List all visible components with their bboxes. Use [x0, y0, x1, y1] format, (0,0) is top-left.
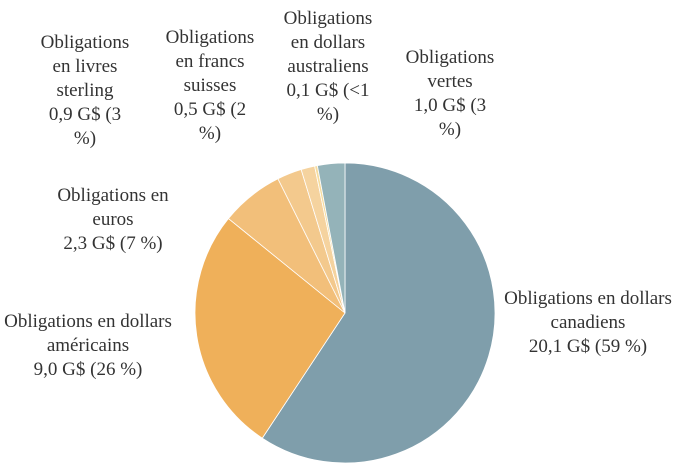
slice-label: Obligations en francs suisses 0,5 G$ (2 %…	[163, 26, 257, 146]
category-label: Obligations en livres sterling	[40, 32, 130, 101]
value-label: 20,1 G$ (59 %)	[528, 336, 648, 357]
slice-label: Obligations vertes 1,0 G$ (3 %)	[403, 46, 497, 142]
value-label: 0,1 G$ (<1 %)	[286, 80, 370, 125]
value-label: 1,0 G$ (3 %)	[413, 95, 487, 140]
pie-slice	[194, 217, 346, 439]
pie-slice	[261, 162, 496, 464]
category-label: Obligations en dollars canadiens	[504, 288, 672, 333]
slice-label: Obligations en livres sterling 0,9 G$ (3 …	[38, 31, 132, 151]
value-label: 2,3 G$ (7 %)	[63, 233, 163, 254]
slice-label: Obligations en dollars américains 9,0 G$ …	[3, 310, 173, 382]
category-label: Obligations en dollars américains	[4, 311, 172, 356]
value-label: 0,5 G$ (2 %)	[173, 99, 247, 144]
category-label: Obligations vertes	[405, 47, 495, 92]
slice-label: Obligations en euros 2,3 G$ (7 %)	[38, 184, 188, 256]
category-label: Obligations en dollars australiens	[283, 8, 373, 77]
slice-label: Obligations en dollars canadiens 20,1 G$ …	[503, 287, 673, 359]
value-label: 9,0 G$ (26 %)	[33, 359, 143, 380]
value-label: 0,9 G$ (3 %)	[48, 104, 122, 149]
pie-slice	[316, 162, 346, 314]
slice-label: Obligations en dollars australiens 0,1 G$…	[278, 7, 378, 127]
category-label: Obligations en euros	[57, 185, 169, 230]
category-label: Obligations en francs suisses	[165, 27, 255, 96]
